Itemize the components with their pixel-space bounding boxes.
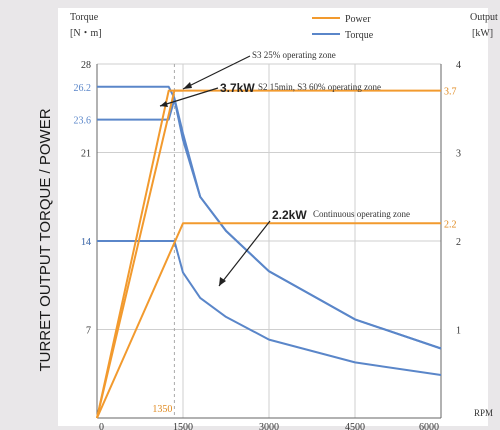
right-axis-title: Output	[470, 12, 498, 23]
right-highlight-tick-label: 2.2	[444, 219, 457, 230]
x-tick-label: 6000	[419, 422, 439, 430]
right-highlight-tick-label: 3.7	[444, 87, 457, 98]
annotation-value-3-7kw: 3.7kW	[220, 81, 255, 95]
left-axis-title: Torque	[70, 12, 99, 23]
right-tick-label: 4	[456, 60, 461, 71]
left-axis-unit: [N・m]	[70, 28, 102, 39]
torque-curve	[97, 98, 442, 350]
left-tick-label: 21	[81, 149, 91, 160]
x-tick-label: 3000	[259, 422, 279, 430]
left-tick-label: 28	[81, 60, 91, 71]
y-axis-label: TURRET OUTPUT TORQUE / POWER	[37, 108, 54, 371]
annotation-arrow	[218, 220, 271, 287]
legend-label: Torque	[345, 30, 374, 41]
annotation-continuous: Continuous operating zone	[313, 209, 410, 219]
power-curve	[96, 222, 441, 419]
arrowhead	[183, 82, 192, 89]
torque-curve	[97, 240, 442, 376]
annotation-arrow	[159, 87, 219, 107]
x-axis-unit: RPM	[474, 408, 493, 418]
annotation-value-2-2kw: 2.2kW	[272, 208, 307, 222]
annotation-s3-25: S3 25% operating zone	[252, 50, 336, 60]
left-highlight-tick-label: 26.2	[74, 83, 92, 94]
arrowhead	[219, 277, 226, 286]
left-tick-label: 7	[86, 326, 91, 337]
left-tick-label: 14	[81, 237, 91, 248]
x-highlight-tick-label: 1350	[152, 404, 172, 415]
right-tick-label: 3	[456, 149, 461, 160]
x-tick-label: 4500	[345, 422, 365, 430]
x-tick-label: 0	[99, 422, 104, 430]
power-curve	[96, 89, 441, 419]
x-tick-label: 1500	[173, 422, 193, 430]
right-tick-label: 1	[456, 326, 461, 337]
plot-panel	[58, 8, 488, 426]
legend-label: Power	[345, 14, 371, 25]
arrowhead	[160, 101, 168, 107]
right-axis-unit: [kW]	[472, 28, 493, 39]
annotation-s2-s3-60: S2 15min, S3 60% operating zone	[258, 82, 381, 92]
left-highlight-tick-label: 23.6	[74, 116, 92, 127]
left-highlight-tick-label: 14	[81, 237, 91, 248]
right-tick-label: 2	[456, 237, 461, 248]
power-curve	[96, 89, 183, 419]
annotation-arrow	[182, 55, 251, 90]
